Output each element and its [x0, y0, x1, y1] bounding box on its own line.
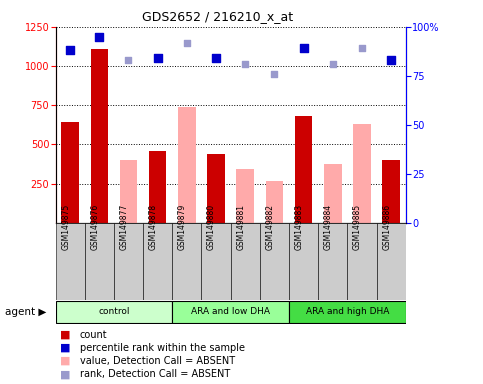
Bar	[260, 223, 289, 300]
Bar	[178, 107, 196, 223]
Point	[329, 61, 337, 67]
Bar	[377, 223, 406, 300]
Text: GSM149876: GSM149876	[90, 204, 99, 250]
Bar	[114, 223, 143, 300]
Bar	[61, 122, 79, 223]
Point	[242, 61, 249, 67]
Point	[270, 71, 278, 77]
Point	[212, 55, 220, 61]
Text: GSM149877: GSM149877	[119, 204, 128, 250]
Text: ARA and high DHA: ARA and high DHA	[306, 308, 389, 316]
Point	[358, 45, 366, 51]
Bar	[318, 223, 347, 300]
Bar	[172, 223, 201, 300]
Text: GSM149884: GSM149884	[324, 204, 333, 250]
Bar	[237, 169, 254, 223]
Bar	[347, 223, 377, 300]
Point	[183, 40, 191, 46]
Text: rank, Detection Call = ABSENT: rank, Detection Call = ABSENT	[80, 369, 230, 379]
Text: GSM149878: GSM149878	[149, 204, 157, 250]
Text: GSM149885: GSM149885	[353, 204, 362, 250]
Bar	[295, 116, 313, 223]
Bar	[149, 151, 167, 223]
Bar	[201, 223, 231, 300]
Text: ■: ■	[60, 330, 71, 340]
Bar	[231, 223, 260, 300]
Point	[300, 45, 308, 51]
Point	[387, 57, 395, 63]
Bar	[120, 160, 137, 223]
Text: control: control	[98, 308, 129, 316]
Text: GSM149882: GSM149882	[265, 204, 274, 250]
Text: GSM149886: GSM149886	[382, 204, 391, 250]
Point	[125, 57, 132, 63]
Bar	[324, 164, 341, 223]
Text: ARA and low DHA: ARA and low DHA	[191, 308, 270, 316]
Text: GDS2652 / 216210_x_at: GDS2652 / 216210_x_at	[142, 10, 293, 23]
Point	[96, 34, 103, 40]
Bar	[289, 223, 318, 300]
Bar	[353, 124, 370, 223]
Text: GSM149879: GSM149879	[178, 204, 187, 250]
Text: count: count	[80, 330, 107, 340]
Text: GSM149875: GSM149875	[61, 204, 70, 250]
Text: GSM149881: GSM149881	[236, 204, 245, 250]
Text: value, Detection Call = ABSENT: value, Detection Call = ABSENT	[80, 356, 235, 366]
Bar	[91, 49, 108, 223]
Text: percentile rank within the sample: percentile rank within the sample	[80, 343, 245, 353]
Bar	[143, 223, 172, 300]
Text: ■: ■	[60, 369, 71, 379]
FancyBboxPatch shape	[172, 301, 289, 323]
Text: agent ▶: agent ▶	[5, 307, 46, 317]
Bar	[207, 154, 225, 223]
Text: ■: ■	[60, 356, 71, 366]
FancyBboxPatch shape	[56, 301, 172, 323]
Text: ■: ■	[60, 343, 71, 353]
FancyBboxPatch shape	[289, 301, 406, 323]
Text: GSM149880: GSM149880	[207, 204, 216, 250]
Text: GSM149883: GSM149883	[295, 204, 304, 250]
Bar	[266, 181, 283, 223]
Bar	[85, 223, 114, 300]
Point	[66, 47, 74, 53]
Point	[154, 55, 161, 61]
Bar	[56, 223, 85, 300]
Bar	[383, 160, 400, 223]
